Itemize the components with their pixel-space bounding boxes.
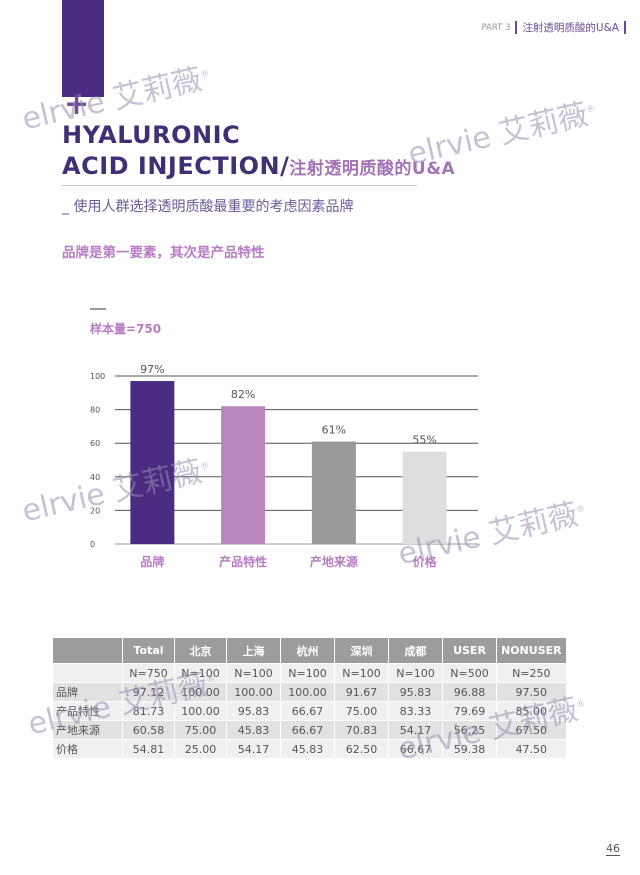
row-label: 品牌 — [52, 682, 123, 702]
header-divider — [515, 21, 518, 34]
table-cell: 59.38 — [442, 739, 497, 759]
table-row: 品牌 97.12 100.00 100.00 100.00 91.67 95.83 96.88… — [52, 682, 567, 702]
table-cell: 62.50 — [334, 739, 389, 759]
data-table: Total 北京 上海 杭州 深圳 成都 USER NONUSER N=750 N=100 N=1… — [52, 637, 567, 759]
table-row: N=750 N=100 N=100 N=100 N=100 N=100 N=500 N=250 — [52, 663, 567, 683]
sample-size: 样本量=750 — [90, 322, 162, 336]
column-header: 上海 — [226, 637, 281, 664]
table-cell: N=250 — [496, 663, 567, 683]
bar-chart: 0 20 40 60 80 100 97% 品牌 82% 产品特性 61% 产地来源 55% 价格 — [90, 363, 478, 569]
table-cell: 75.00 — [334, 701, 389, 721]
category-label: 价格 — [413, 554, 438, 569]
table-cell: 66.67 — [388, 739, 443, 759]
table-cell: 91.67 — [334, 682, 389, 702]
table-cell: N=100 — [226, 663, 281, 683]
table-cell: 95.83 — [226, 701, 281, 721]
header-divider-end — [624, 21, 626, 34]
subtitle: _ 使用人群选择透明质酸最重要的考虑因素品牌 — [62, 199, 354, 215]
bar — [311, 441, 356, 544]
row-label: 价格 — [52, 739, 123, 759]
bar — [221, 406, 266, 544]
header-title: 注射透明质酸的U&A — [522, 22, 619, 34]
page-header: PART 3 注射透明质酸的U&A — [481, 20, 626, 35]
data-label: 61% — [322, 424, 346, 437]
table-cell: N=100 — [388, 663, 443, 683]
table-cell: N=100 — [334, 663, 389, 683]
column-header: NONUSER — [496, 637, 567, 664]
row-label — [52, 663, 123, 683]
category-label: 产地来源 — [310, 554, 358, 569]
table-cell: 100.00 — [226, 682, 281, 702]
part-label: PART 3 — [481, 22, 511, 33]
bar — [130, 381, 175, 544]
table-cell: 81.73 — [122, 701, 175, 721]
row-label: 产地来源 — [52, 720, 123, 740]
table-cell: 70.83 — [334, 720, 389, 740]
table-cell: 66.67 — [280, 720, 335, 740]
table-corner — [52, 637, 123, 664]
y-tick-label: 40 — [90, 473, 100, 482]
table-header-row: Total 北京 上海 杭州 深圳 成都 USER NONUSER — [52, 637, 567, 664]
title-line-2: ACID INJECTION/注射透明质酸的U&A — [62, 152, 455, 180]
table-cell: N=100 — [280, 663, 335, 683]
y-tick-label: 0 — [90, 540, 95, 549]
table-cell: 100.00 — [280, 682, 335, 702]
table-cell: 60.58 — [122, 720, 175, 740]
data-label: 97% — [140, 363, 164, 376]
title-line-2-cn: 注射透明质酸的U&A — [289, 159, 456, 179]
table-cell: 25.00 — [174, 739, 227, 759]
table-cell: 45.83 — [280, 739, 335, 759]
column-header: 杭州 — [280, 637, 335, 664]
page-number: 46 — [606, 842, 620, 856]
bar — [402, 451, 447, 544]
table-cell: N=500 — [442, 663, 497, 683]
category-label: 品牌 — [140, 554, 164, 569]
table-cell: 54.17 — [388, 720, 443, 740]
column-header: USER — [442, 637, 497, 664]
column-header: 北京 — [174, 637, 227, 664]
table-cell: 45.83 — [226, 720, 281, 740]
sample-dash — [90, 308, 106, 310]
table-row: 产品特性 81.73 100.00 95.83 66.67 75.00 83.33 79.69… — [52, 701, 567, 721]
table-row: 价格 54.81 25.00 54.17 45.83 62.50 66.67 59.38 47.… — [52, 739, 567, 759]
y-tick-label: 100 — [90, 372, 105, 381]
table-cell: 75.00 — [174, 720, 227, 740]
y-tick-label: 20 — [90, 506, 100, 515]
y-tick-label: 60 — [90, 439, 100, 448]
table-cell: 97.12 — [122, 682, 175, 702]
table-cell: 79.69 — [442, 701, 497, 721]
title-divider — [62, 185, 417, 186]
column-header: Total — [122, 637, 175, 664]
category-label: 产品特性 — [219, 554, 267, 569]
y-tick-label: 80 — [90, 406, 100, 415]
table-cell: 96.88 — [442, 682, 497, 702]
table-cell: N=750 — [122, 663, 175, 683]
table-cell: N=100 — [174, 663, 227, 683]
data-label: 82% — [231, 388, 255, 401]
table-cell: 54.17 — [226, 739, 281, 759]
row-label: 产品特性 — [52, 701, 123, 721]
table-cell: 47.50 — [496, 739, 567, 759]
table-cell: 100.00 — [174, 682, 227, 702]
plus-icon: + — [64, 87, 90, 122]
purple-accent-bar — [62, 0, 104, 97]
data-label: 55% — [412, 434, 436, 447]
table-cell: 56.25 — [442, 720, 497, 740]
title-line-2-en: ACID INJECTION/ — [62, 152, 290, 180]
table-body: N=750 N=100 N=100 N=100 N=100 N=100 N=500 N=250… — [52, 663, 567, 759]
table-cell: 85.00 — [496, 701, 567, 721]
key-point: 品牌是第一要素，其次是产品特性 — [62, 245, 265, 261]
title-line-1: HYALURONIC — [62, 121, 241, 149]
table-cell: 67.50 — [496, 720, 567, 740]
column-header: 深圳 — [334, 637, 389, 664]
table-cell: 95.83 — [388, 682, 443, 702]
table-cell: 97.50 — [496, 682, 567, 702]
table-row: 产地来源 60.58 75.00 45.83 66.67 70.83 54.17 56.25 6… — [52, 720, 567, 740]
column-header: 成都 — [388, 637, 443, 664]
table-cell: 54.81 — [122, 739, 175, 759]
table-cell: 100.00 — [174, 701, 227, 721]
table-cell: 83.33 — [388, 701, 443, 721]
table-cell: 66.67 — [280, 701, 335, 721]
